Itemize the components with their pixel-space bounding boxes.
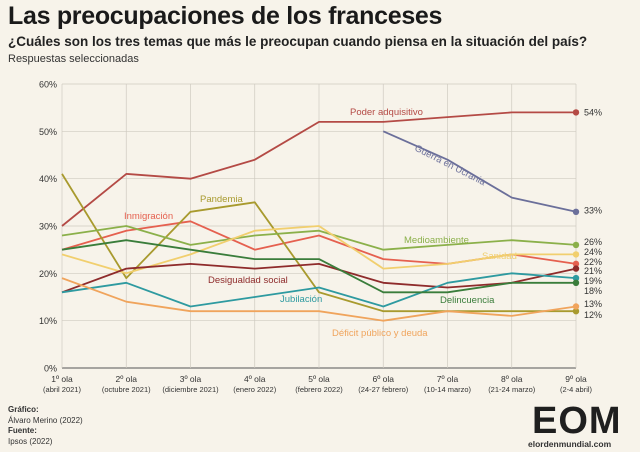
- series-end-label: 22%: [584, 257, 602, 267]
- eom-logo: EOM elordenmundial.com: [528, 400, 633, 450]
- chart-note: Respuestas seleccionadas: [8, 53, 139, 65]
- x-tick-sublabel: (febrero 2022): [295, 385, 343, 394]
- chart-subtitle: ¿Cuáles son los tres temas que más le pr…: [8, 34, 588, 49]
- series-end-label: 54%: [584, 108, 602, 118]
- series-end-point: [572, 208, 580, 215]
- credits: Gráfico: Álvaro Merino (2022) Fuente: Ip…: [8, 405, 83, 447]
- x-tick-sublabel: (octubre 2021): [102, 385, 151, 394]
- x-tick-label: 6º ola: [372, 374, 394, 384]
- series-label: Guerra en Ucrania: [413, 143, 488, 189]
- series-label: Sanidad: [482, 251, 517, 262]
- series-label: Déficit público y deuda: [332, 328, 428, 339]
- series-end-point: [572, 241, 580, 249]
- x-tick-label: 8º ola: [501, 374, 523, 384]
- credit-fuente-value: Ipsos (2022): [8, 436, 53, 446]
- x-tick-label: 2º ola: [115, 374, 137, 384]
- y-tick-label: 50%: [39, 127, 57, 137]
- series-end-label: 21%: [584, 266, 602, 276]
- x-tick-label: 1º ola: [51, 374, 73, 384]
- series-label: Pandemia: [200, 194, 243, 205]
- y-tick-label: 0%: [44, 364, 57, 374]
- line-chart: 0% 10% 20% 30% 40% 50% 60% 1º ola(abril 2021) 2º…: [39, 80, 602, 395]
- x-tick-sublabel: (24-27 febrero): [358, 385, 409, 394]
- series-end-label: 13%: [584, 299, 602, 309]
- logo-site-text: elordenmundial.com: [528, 439, 612, 449]
- x-tick-label: 7º ola: [437, 374, 459, 384]
- series-label: Medioambiente: [404, 235, 469, 246]
- chart-title: Las preocupaciones de los franceses: [8, 2, 443, 30]
- series-line: [61, 263, 577, 294]
- credit-grafico-label: Gráfico:: [8, 405, 39, 414]
- series-line: [61, 272, 577, 308]
- x-tick-sublabel: (abril 2021): [43, 385, 81, 394]
- series-end-point: [572, 109, 580, 116]
- series-label: Desigualdad social: [208, 275, 288, 286]
- logo-main-text: EOM: [532, 400, 622, 442]
- series-end-label: 18%: [584, 286, 602, 296]
- credit-fuente-label: Fuente:: [8, 426, 37, 435]
- y-tick-label: 30%: [39, 222, 57, 232]
- y-tick-label: 10%: [39, 316, 57, 326]
- x-tick-label: 9º ola: [565, 374, 587, 384]
- x-tick-sublabel: (enero 2022): [233, 385, 276, 394]
- series-line: [61, 225, 577, 251]
- series-end-point: [572, 265, 580, 272]
- y-tick-label: 20%: [39, 269, 57, 279]
- series-end-point: [572, 274, 580, 282]
- y-tick-label: 60%: [39, 80, 57, 90]
- x-tick-label: 4º ola: [244, 374, 266, 384]
- series-end-point: [572, 260, 580, 268]
- y-tick-label: 40%: [39, 174, 57, 184]
- series-line: [61, 277, 577, 322]
- series-end-label: 24%: [584, 247, 602, 257]
- series-label: Inmigración: [124, 211, 173, 222]
- series-end-label: 12%: [584, 310, 602, 320]
- series-label: Delincuencia: [440, 295, 495, 306]
- x-tick-sublabel: (10-14 marzo): [424, 385, 472, 394]
- series-end-label: 33%: [584, 206, 602, 216]
- series-line: [61, 239, 576, 294]
- series-label: Poder adquisitivo: [350, 107, 423, 118]
- series-end-point: [572, 303, 580, 310]
- x-tick-label: 3º ola: [180, 374, 202, 384]
- series-end-point: [572, 308, 580, 315]
- series-line: [61, 173, 576, 313]
- series-end-label: 19%: [584, 276, 602, 286]
- series-end-label: 26%: [584, 237, 602, 247]
- series-line: [382, 130, 577, 213]
- series-end-point: [572, 279, 580, 286]
- series-end-point: [572, 251, 580, 258]
- x-tick-sublabel: (diciembre 2021): [162, 385, 219, 394]
- x-tick-sublabel: (21-24 marzo): [488, 385, 536, 394]
- series-line: [61, 111, 576, 227]
- series-label: Jubilación: [280, 294, 322, 305]
- credit-grafico-value: Álvaro Merino (2022): [8, 415, 83, 425]
- x-tick-sublabel: (2-4 abril): [560, 385, 593, 394]
- x-tick-label: 5º ola: [308, 374, 330, 384]
